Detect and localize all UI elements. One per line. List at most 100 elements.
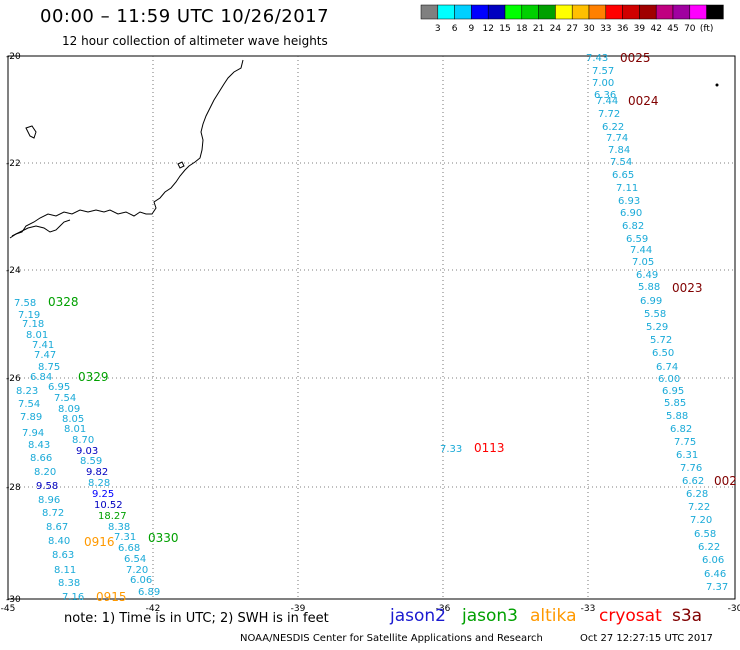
legend-altika: altika: [530, 606, 577, 626]
wave-height-value: 8.09: [58, 404, 80, 415]
latitude-label: -24: [6, 266, 21, 276]
wave-height-value: 8.38: [108, 522, 130, 533]
longitude-label: -33: [581, 604, 596, 614]
pass-time-label: 002: [714, 474, 737, 488]
map-frame: [7, 55, 736, 600]
colorbar-swatch: [471, 4, 489, 20]
wave-height-value: 7.94: [22, 428, 44, 439]
colorbar-label: 21: [533, 24, 544, 34]
wave-height-value: 7.58: [14, 298, 36, 309]
colorbar-swatch: [521, 4, 539, 20]
pass-time-label: 0916: [84, 535, 115, 549]
wave-height-value: 6.31: [676, 450, 698, 461]
wave-height-value: 7.54: [610, 157, 632, 168]
wave-height-value: 5.88: [638, 282, 660, 293]
colorbar-swatch: [605, 4, 623, 20]
wave-height-value: 7.41: [32, 340, 54, 351]
map-subtitle: 12 hour collection of altimeter wave hei…: [62, 34, 328, 48]
wave-height-value: 9.25: [92, 489, 114, 500]
wave-height-value: 6.46: [704, 569, 726, 580]
wave-height-value: 8.43: [28, 440, 50, 451]
colorbar-label: 70: [684, 24, 696, 34]
wave-height-value: 18.27: [98, 511, 127, 522]
colorbar-swatch: [622, 4, 640, 20]
wave-height-value: 7.76: [680, 463, 702, 474]
wave-height-value: 6.06: [130, 575, 152, 586]
wave-height-value: 6.49: [636, 270, 658, 281]
wave-height-value: 6.93: [618, 196, 640, 207]
wave-height-value: 8.01: [26, 330, 48, 341]
colorbar-swatch: [571, 4, 590, 20]
wave-height-value: 7.22: [688, 502, 710, 513]
pass-time-label: 0023: [672, 281, 703, 295]
colorbar-label: 24: [550, 24, 562, 34]
colorbar-swatch: [504, 4, 523, 20]
wave-height-value: 5.85: [664, 398, 686, 409]
pass-time-label: 0025: [620, 51, 651, 65]
colorbar-label: 6: [452, 24, 458, 34]
colorbar-swatch: [689, 4, 707, 20]
wave-height-value: 8.38: [58, 578, 80, 589]
brazil-coastline: [9, 59, 244, 239]
legend-jason2: jason2: [390, 606, 446, 626]
coastline: [9, 59, 719, 239]
wave-height-value: 5.29: [646, 322, 668, 333]
colorbar-swatch: [538, 4, 556, 20]
wave-height-value: 6.59: [626, 234, 648, 245]
wave-height-value: 6.28: [686, 489, 708, 500]
wave-height-value: 8.70: [72, 435, 94, 446]
legend-note: note: 1) Time is in UTC; 2) SWH is in fe…: [64, 611, 329, 626]
wave-height-value: 7.84: [608, 145, 630, 156]
wave-height-value: 7.47: [34, 350, 56, 361]
map-title: 00:00 – 11:59 UTC 10/26/2017: [40, 6, 330, 27]
wave-height-value: 8.01: [64, 424, 86, 435]
colorbar-label: 33: [600, 24, 611, 34]
wave-height-value: 6.36: [594, 90, 616, 101]
colorbar-label: 45: [667, 24, 678, 34]
colorbar-label: 42: [650, 24, 661, 34]
footer-timestamp: Oct 27 12:27:15 UTC 2017: [580, 633, 713, 644]
wave-height-value: 8.20: [34, 467, 56, 478]
wave-height-value: 8.11: [54, 565, 76, 576]
wave-height-value: 8.75: [38, 362, 60, 373]
wave-height-value: 8.96: [38, 495, 60, 506]
wave-height-value: 10.52: [94, 500, 123, 511]
wave-height-value: 7.54: [18, 399, 40, 410]
island-outline: [25, 125, 37, 139]
latitude-label: -30: [6, 595, 21, 605]
colorbar-label: 12: [482, 24, 493, 34]
colorbar-swatch: [555, 4, 573, 20]
legend-jason3: jason3: [462, 606, 518, 626]
pass-time-label: 0024: [628, 94, 659, 108]
wave-height-value: 6.74: [656, 362, 678, 373]
wave-height-value: 7.74: [606, 133, 628, 144]
wave-height-value: 6.58: [694, 529, 716, 540]
wave-height-value: 8.63: [52, 550, 74, 561]
pass-labels: 0025 0024 0023 002 0328 0329 0330 0916 0915 0113: [48, 51, 737, 604]
wave-height-value: 6.99: [640, 296, 662, 307]
colorbar-swatch: [437, 4, 455, 20]
wave-height-value: 7.20: [126, 565, 148, 576]
colorbar-label: (ft): [700, 24, 714, 34]
wave-height-value: 8.40: [48, 536, 70, 547]
longitude-label: -39: [291, 604, 306, 614]
wave-height-value: 6.95: [662, 386, 684, 397]
wave-height-value: 8.67: [46, 522, 68, 533]
pass-time-label: 0330: [148, 531, 179, 545]
colorbar-swatch: [588, 4, 607, 20]
wave-height-value: 5.88: [666, 411, 688, 422]
wave-height-value: 7.00: [592, 78, 614, 89]
colorbar-label: 36: [617, 24, 629, 34]
wave-height-value: 6.00: [658, 374, 680, 385]
lagoon-outline: [11, 219, 71, 237]
island-dot: [715, 83, 719, 87]
pass-time-label: 0113: [474, 441, 505, 455]
longitude-label: -36: [436, 604, 451, 614]
wave-height-value: 7.89: [20, 412, 42, 423]
wave-height-value: 8.66: [30, 453, 52, 464]
wave-height-value: 7.37: [706, 582, 728, 593]
legend-s3a: s3a: [672, 606, 703, 626]
latitude-label: -28: [6, 483, 21, 493]
colorbar-swatch: [420, 4, 439, 20]
